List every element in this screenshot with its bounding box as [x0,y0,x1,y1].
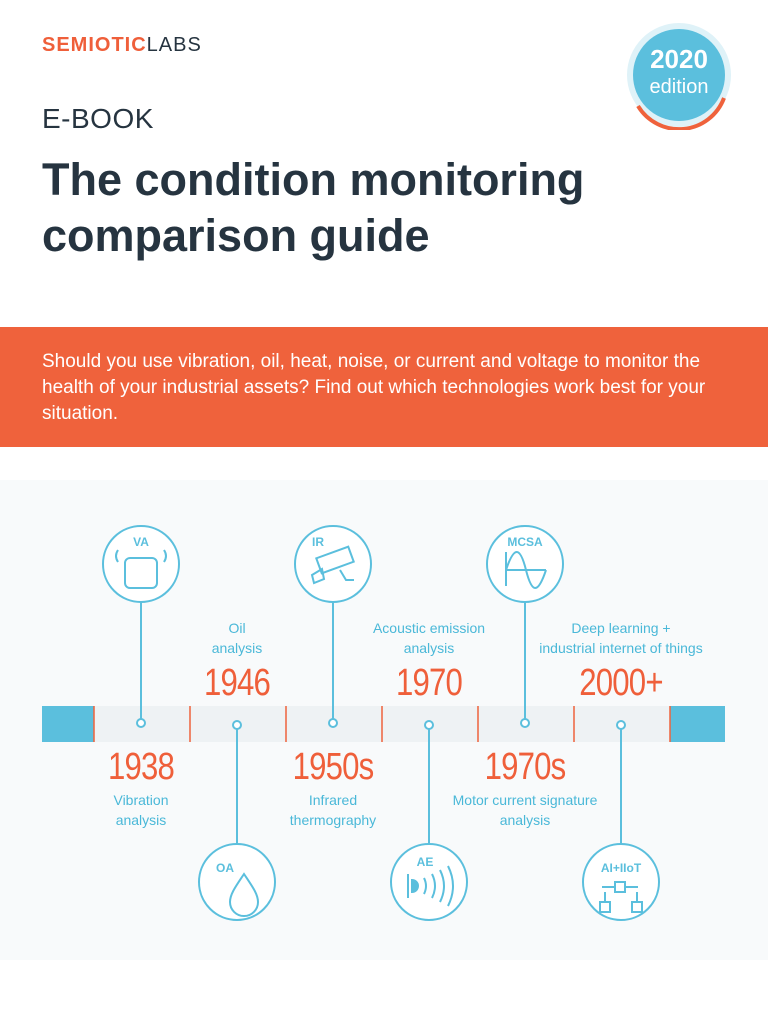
intro-band: Should you use vibration, oil, heat, noi… [0,327,768,447]
svg-text:MCSA: MCSA [507,535,543,549]
logo-bold: SEMIOTIC [42,34,147,56]
intro-text: Should you use vibration, oil, heat, noi… [42,351,706,424]
event-label-infrared: Infrared thermography [289,792,377,828]
svg-text:AE: AE [417,855,434,869]
edition-badge: 2020 edition [624,20,734,132]
event-label-mcsa: Motor current signature analysis [452,792,598,828]
event-year-1970s: 1970s [484,746,567,788]
event-label-acoustic: Acoustic emission analysis [372,620,486,656]
badge-circle-icon [627,23,731,132]
event-label-deep-learning: Deep learning + industrial internet of th… [539,620,703,656]
svg-text:AI+IIoT: AI+IIoT [601,861,642,875]
event-year-2000: 2000+ [579,662,663,704]
event-label-vibration: Vibration analysis [113,792,169,828]
svg-text:IR: IR [312,535,324,549]
event-year-1950s: 1950s [292,746,375,788]
infrared-camera-icon: IR [294,525,372,603]
oil-drop-icon: OA [198,843,276,921]
timeline-bar-end [670,706,725,742]
timeline-graphic: VA IR MCSA OA AE [42,525,725,921]
timeline: VA IR MCSA OA AE [0,480,768,960]
acoustic-waves-icon: AE [390,843,468,921]
timeline-bar-start [42,706,94,742]
badge-year: 2020 [650,44,708,74]
event-year-1946: 1946 [203,662,271,704]
network-nodes-icon: AI+IIoT [582,843,660,921]
logo-light: LABS [146,34,202,56]
logo: SEMIOTICLABS [42,34,202,57]
event-year-1938: 1938 [107,746,175,788]
page-title: The condition monitoring comparison guid… [42,154,585,261]
sine-wave-icon: MCSA [486,525,564,603]
svg-text:VA: VA [133,535,149,549]
event-label-oil: Oil analysis [211,620,263,656]
svg-text:OA: OA [216,861,234,875]
vibration-sensor-icon: VA [102,525,180,603]
badge-edition: edition [649,76,709,98]
event-year-1970: 1970 [395,662,463,704]
kicker: E-BOOK [42,103,154,134]
